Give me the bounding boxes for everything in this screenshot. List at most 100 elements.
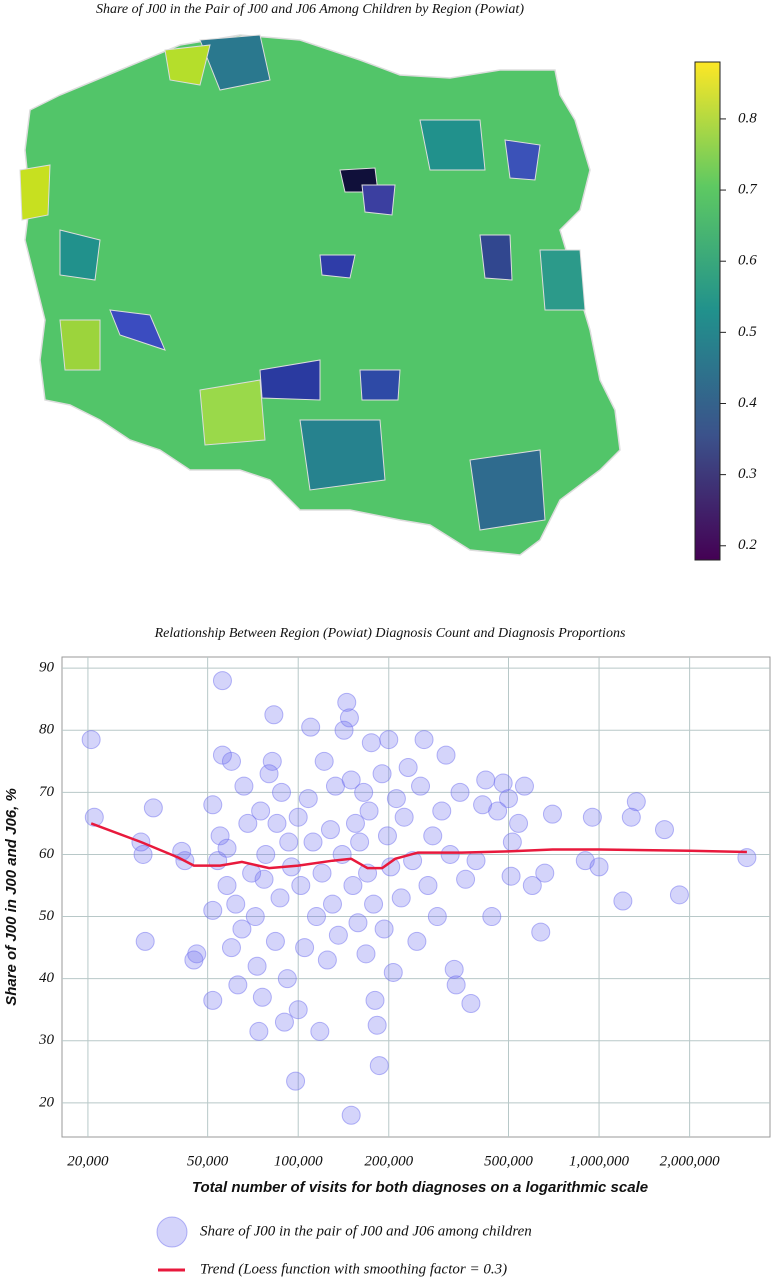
scatter-point [509, 813, 529, 833]
scatter-point [436, 745, 456, 765]
region [199, 379, 266, 446]
scatter-point [427, 907, 447, 927]
scatter-point [613, 891, 633, 911]
scatter-point [432, 801, 452, 821]
scatter-point [303, 832, 323, 852]
scatter-point [295, 938, 315, 958]
scatter-point [386, 789, 406, 809]
region [504, 139, 541, 181]
y-tick-label: 40 [39, 970, 55, 986]
scatter-point [348, 913, 368, 933]
scatter-point [535, 863, 555, 883]
scatter-point [461, 993, 481, 1013]
legend-label: Share of J00 in the pair of J00 and J06 … [200, 1223, 532, 1239]
region [19, 164, 51, 221]
x-tick-label: 20,000 [67, 1153, 109, 1169]
scatter-point [379, 730, 399, 750]
scatter-point [383, 962, 403, 982]
scatter-point [440, 844, 460, 864]
scatter-point [354, 782, 374, 802]
scatter-point [398, 758, 418, 778]
x-axis-label: Total number of visits for both diagnose… [192, 1179, 648, 1196]
scatter-title: Relationship Between Region (Powiat) Dia… [154, 626, 626, 641]
scatter-point [270, 888, 290, 908]
scatter-point [456, 869, 476, 889]
scatter-point [322, 894, 342, 914]
scatter-point [343, 876, 363, 896]
scatter-point [476, 770, 496, 790]
scatter-point [367, 1015, 387, 1035]
scatter-point [228, 975, 248, 995]
scatter-point [501, 866, 521, 886]
map [19, 34, 621, 556]
region [109, 309, 166, 351]
scatter-point [238, 813, 258, 833]
scatter-point [217, 838, 237, 858]
legend-label: Trend (Loess function with smoothing fac… [200, 1261, 507, 1277]
y-tick-label: 90 [39, 660, 55, 676]
scatter-point [251, 801, 271, 821]
scatter-point [394, 807, 414, 827]
scatter-point [488, 801, 508, 821]
region [469, 449, 546, 531]
scatter-point [312, 863, 332, 883]
scatter-point [350, 832, 370, 852]
scatter-point [334, 720, 354, 740]
scatter-point [407, 931, 427, 951]
scatter-point [341, 1105, 361, 1125]
scatter-point [210, 826, 230, 846]
scatter-point [320, 820, 340, 840]
scatter-point [274, 1012, 294, 1032]
scatter-point [203, 990, 223, 1010]
y-tick-label: 70 [39, 784, 55, 800]
scatter-point [277, 969, 297, 989]
plot-frame [61, 656, 771, 1138]
scatter-point [626, 792, 646, 812]
scatter-point [582, 807, 602, 827]
scatter-point [217, 876, 237, 896]
scatter-point [493, 773, 513, 793]
scatter-point [339, 708, 359, 728]
scatter-point [245, 907, 265, 927]
scatter-point [259, 764, 279, 784]
scatter-point [317, 950, 337, 970]
scatter-point [328, 925, 348, 945]
scatter-point [279, 832, 299, 852]
x-tick-label: 100,000 [274, 1153, 323, 1169]
colorbar-tick-label: 0.3 [738, 466, 757, 482]
region [419, 119, 486, 171]
scatter-point [444, 959, 464, 979]
scatter-point [203, 795, 223, 815]
scatter-point [337, 692, 357, 712]
region-patches [19, 34, 586, 531]
y-tick-label: 30 [38, 1032, 55, 1048]
scatter-point [232, 919, 252, 939]
scatter-point [212, 671, 232, 691]
scatter-point [187, 944, 207, 964]
scatter-point [291, 876, 311, 896]
scatter-point [256, 844, 276, 864]
scatter-point [391, 888, 411, 908]
region [59, 319, 101, 371]
scatter-point [288, 807, 308, 827]
region [359, 369, 401, 401]
scatter-point [81, 730, 101, 750]
colorbar [694, 61, 721, 561]
scatter-point [203, 900, 223, 920]
region [164, 44, 211, 86]
scatter-point [133, 844, 153, 864]
scatter-point [135, 931, 155, 951]
scatter-point [249, 1021, 269, 1041]
scatter-point [377, 826, 397, 846]
legend-marker [156, 1216, 188, 1248]
scatter-point [247, 956, 267, 976]
scatter-point [341, 770, 361, 790]
region [259, 359, 321, 401]
region [59, 229, 101, 281]
scatter-point [286, 1071, 306, 1091]
scatter-point [482, 907, 502, 927]
y-tick-label: 20 [39, 1094, 55, 1110]
scatter-point [361, 733, 381, 753]
scatter-point [288, 1000, 308, 1020]
